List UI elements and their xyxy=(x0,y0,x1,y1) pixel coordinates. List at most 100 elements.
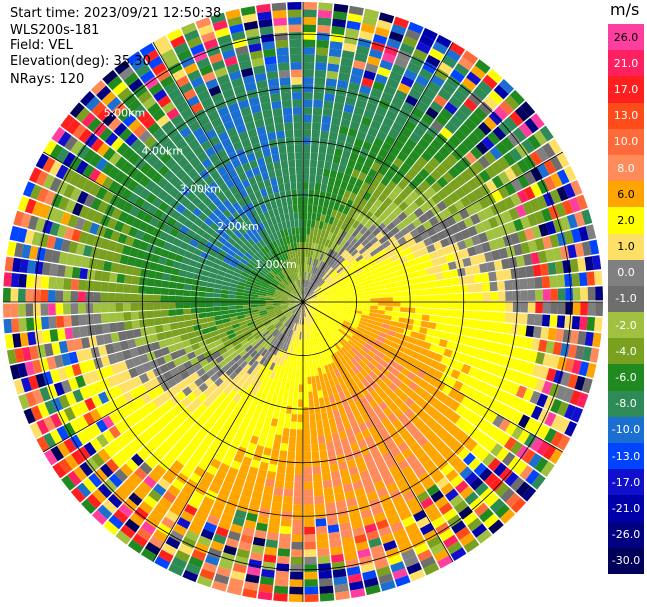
range-gate xyxy=(314,310,322,317)
range-gate xyxy=(373,218,383,228)
range-gate xyxy=(453,500,469,514)
range-gate xyxy=(56,442,71,458)
range-gate xyxy=(438,61,453,75)
range-gate xyxy=(223,276,232,283)
range-gate xyxy=(199,222,210,232)
range-gate xyxy=(83,348,93,361)
range-gate xyxy=(202,435,214,447)
range-gate xyxy=(385,423,396,434)
range-gate xyxy=(247,393,256,403)
range-gate xyxy=(423,529,438,542)
range-gate xyxy=(320,130,330,139)
range-gate xyxy=(442,270,452,279)
range-gate xyxy=(335,210,343,220)
range-gate xyxy=(293,212,299,220)
range-gate xyxy=(383,283,392,289)
range-gate xyxy=(308,306,315,312)
range-gate xyxy=(271,328,278,336)
range-gate xyxy=(315,276,321,284)
range-gate xyxy=(306,316,309,324)
range-gate xyxy=(260,283,269,289)
range-gate xyxy=(124,214,136,226)
range-gate xyxy=(280,84,291,94)
range-gate xyxy=(589,239,600,255)
range-gate xyxy=(236,284,245,290)
range-gate xyxy=(341,275,350,282)
range-gate xyxy=(537,250,548,264)
range-gate xyxy=(312,107,323,116)
range-gate xyxy=(234,329,243,337)
range-gate xyxy=(126,256,137,267)
range-gate xyxy=(325,502,336,511)
range-gate xyxy=(345,283,353,288)
range-gate xyxy=(457,240,467,251)
range-gate xyxy=(322,479,333,489)
range-gate xyxy=(293,257,297,266)
range-gate xyxy=(170,267,180,276)
range-gate xyxy=(19,332,29,347)
range-gate xyxy=(33,289,41,302)
range-gate xyxy=(490,302,498,312)
range-gate xyxy=(368,223,377,233)
range-gate xyxy=(43,416,56,432)
range-gate xyxy=(317,305,325,309)
range-gate xyxy=(304,316,307,325)
range-gate xyxy=(355,295,363,299)
instrument-label: WLS200s-181 xyxy=(10,23,100,38)
range-gate xyxy=(429,308,438,316)
range-gate xyxy=(336,507,349,517)
range-gate xyxy=(161,516,176,530)
range-gate xyxy=(315,175,323,184)
range-gate xyxy=(236,548,250,559)
range-gate xyxy=(445,302,453,310)
range-gate xyxy=(432,41,448,55)
range-gate xyxy=(413,509,427,522)
range-gate xyxy=(64,199,77,214)
range-gate xyxy=(344,362,352,371)
range-gate xyxy=(363,267,372,275)
range-gate xyxy=(562,387,575,403)
range-gate xyxy=(293,323,298,331)
range-gate xyxy=(257,591,273,601)
range-gate xyxy=(502,379,514,393)
range-gate xyxy=(528,453,543,469)
range-gate xyxy=(303,257,306,265)
range-gate xyxy=(232,436,242,446)
range-gate xyxy=(108,411,121,425)
range-gate xyxy=(331,311,339,316)
range-gate xyxy=(245,283,253,289)
range-gate xyxy=(347,208,356,218)
range-gate xyxy=(326,146,335,156)
range-gate xyxy=(143,135,157,149)
range-gate xyxy=(461,77,477,92)
range-gate xyxy=(230,459,242,471)
range-gate xyxy=(572,302,581,316)
range-gate xyxy=(479,487,494,502)
range-gate xyxy=(28,167,42,184)
range-gate xyxy=(401,548,416,561)
range-gate xyxy=(91,509,108,525)
range-gate xyxy=(330,470,341,480)
range-gate xyxy=(208,52,223,64)
range-gate xyxy=(369,312,378,318)
range-gate xyxy=(352,383,361,393)
range-gate xyxy=(322,419,330,428)
range-gate xyxy=(275,311,283,316)
range-gate xyxy=(175,138,188,151)
range-gate xyxy=(361,311,370,316)
range-gate xyxy=(490,443,504,457)
range-gate xyxy=(489,281,498,292)
range-gate xyxy=(474,369,486,381)
range-gate xyxy=(313,275,318,283)
range-gate xyxy=(341,50,355,60)
range-gate xyxy=(105,458,120,473)
range-gate xyxy=(129,247,139,258)
range-gate xyxy=(242,456,253,467)
range-gate xyxy=(279,525,292,535)
range-gate xyxy=(539,125,554,142)
range-gate xyxy=(389,276,399,283)
range-gate xyxy=(176,390,187,402)
range-gate xyxy=(261,41,276,51)
range-gate xyxy=(200,140,213,152)
range-gate xyxy=(327,363,334,372)
